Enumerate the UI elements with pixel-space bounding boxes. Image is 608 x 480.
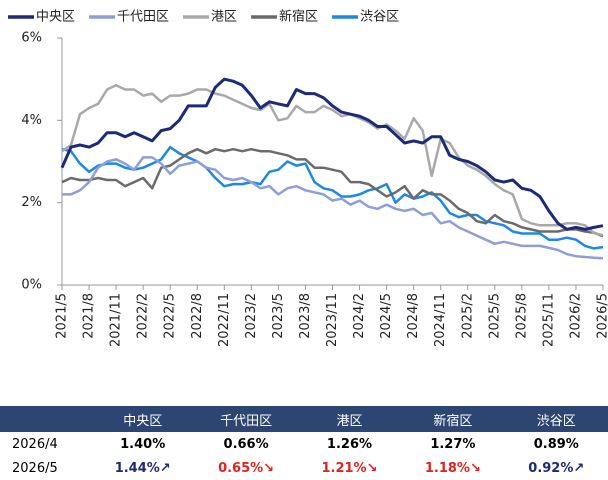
x-tick-label: 2025/8 [514, 293, 529, 339]
x-tick-label: 2021/5 [55, 293, 70, 339]
row: 2026/5 1.44%↗ 0.65%↘ 1.21%↘ 1.18%↘ 0.92%… [0, 456, 608, 480]
y-tick-label: 0% [21, 278, 42, 293]
row-label: 2026/5 [0, 456, 91, 480]
y-tick-label: 4% [21, 113, 42, 128]
x-tick-label: 2026/5 [596, 293, 608, 339]
header-cell: 渋谷区 [505, 406, 608, 432]
corner [0, 406, 91, 432]
y-tick-label: 2% [21, 195, 42, 210]
header-cell: 中央区 [91, 406, 194, 432]
series-line [62, 85, 603, 235]
header-cell: 千代田区 [194, 406, 297, 432]
x-tick-label: 2022/5 [163, 293, 178, 339]
x-tick-label: 2023/8 [298, 293, 313, 339]
x-tick-label: 2022/2 [136, 293, 151, 339]
cell: 1.26% [298, 432, 401, 456]
x-tick-label: 2024/11 [433, 293, 448, 347]
x-tick-label: 2022/11 [217, 293, 232, 347]
y-tick-label: 6% [21, 31, 42, 46]
x-tick-label: 2023/11 [325, 293, 340, 347]
x-tick-label: 2023/5 [271, 293, 286, 339]
x-tick-label: 2023/2 [244, 293, 259, 339]
x-tick-label: 2025/2 [460, 293, 475, 339]
chart: 0% 2% 4% 6% 2021/5 2021/8 2021/11 2022/2 2022/5 2… [0, 0, 608, 404]
cell: 0.65%↘ [194, 456, 297, 480]
legend-label: 渋谷区 [360, 10, 399, 25]
row-label: 2026/4 [0, 432, 91, 456]
x-tick-label: 2025/11 [541, 293, 556, 347]
cell: 1.18%↘ [401, 456, 504, 480]
x-tick-label: 2021/8 [82, 293, 97, 339]
cell: 0.92%↗ [505, 456, 608, 480]
legend-label: 港区 [211, 10, 237, 25]
x-tick-label: 2024/2 [352, 293, 367, 339]
cell: 0.66% [194, 432, 297, 456]
cell: 1.21%↘ [298, 456, 401, 480]
series-line [62, 149, 603, 236]
x-tick-label: 2026/2 [568, 293, 583, 339]
legend-label: 新宿区 [279, 9, 318, 25]
header-cell: 新宿区 [401, 406, 504, 432]
cell: 0.89% [505, 432, 608, 456]
x-tick-label: 2024/5 [379, 293, 394, 339]
row: 2026/4 1.40% 0.66% 1.26% 1.27% 0.89% [0, 432, 608, 456]
legend-label: 千代田区 [117, 10, 169, 25]
x-tick-label: 2022/8 [190, 293, 205, 339]
header-row: 中央区 千代田区 港区 新宿区 渋谷区 [0, 406, 608, 432]
cell: 1.27% [401, 432, 504, 456]
x-tick-label: 2025/5 [487, 293, 502, 339]
summary-table: 中央区 千代田区 港区 新宿区 渋谷区 2026/4 1.40% 0.66% 1… [0, 406, 608, 480]
x-tick-label: 2021/11 [109, 293, 124, 347]
cell: 1.40% [91, 432, 194, 456]
series-line [62, 147, 603, 248]
legend-label: 中央区 [36, 10, 75, 25]
header-cell: 港区 [298, 406, 401, 432]
series-line [62, 79, 603, 229]
cell: 1.44%↗ [91, 456, 194, 480]
x-tick-label: 2024/8 [406, 293, 421, 339]
series-line [62, 157, 603, 258]
